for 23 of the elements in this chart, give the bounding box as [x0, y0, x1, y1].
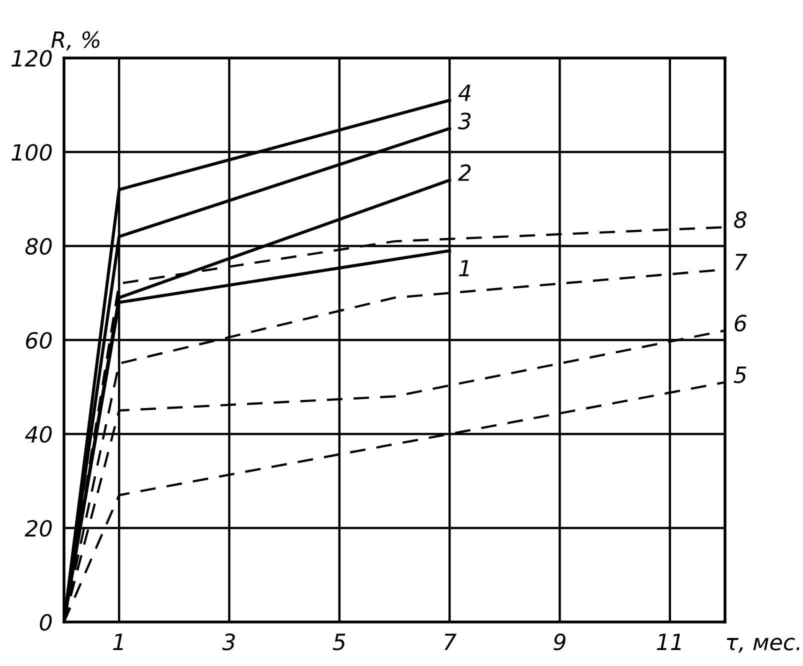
y-tick-label: 60	[26, 332, 52, 349]
series-label: 5	[734, 366, 746, 384]
series-label: 3	[458, 112, 471, 130]
y-tick-label: 120	[12, 50, 52, 67]
x-tick-label: 5	[332, 634, 346, 650]
series-label: 2	[458, 164, 471, 181]
x-tick-label: 11	[656, 634, 681, 650]
y-tick-label: 20	[24, 520, 52, 537]
series-label: 1	[459, 260, 469, 276]
x-tick-label: 3	[222, 634, 235, 650]
series-label: 4	[458, 84, 470, 101]
series-label: 8	[734, 211, 747, 228]
y-axis-title: R, %	[51, 31, 100, 50]
series-label: 7	[735, 254, 748, 270]
x-tick-label: 9	[554, 634, 566, 650]
y-tick-label: 80	[25, 238, 52, 255]
y-tick-label: 0	[40, 614, 52, 631]
x-tick-label: 1	[113, 634, 123, 650]
y-tick-label: 40	[25, 426, 52, 443]
x-tick-label: 7	[444, 634, 456, 650]
series-label: 6	[734, 314, 746, 332]
y-tick-label: 100	[12, 144, 52, 161]
x-axis-title: τ, мес.	[726, 638, 800, 653]
